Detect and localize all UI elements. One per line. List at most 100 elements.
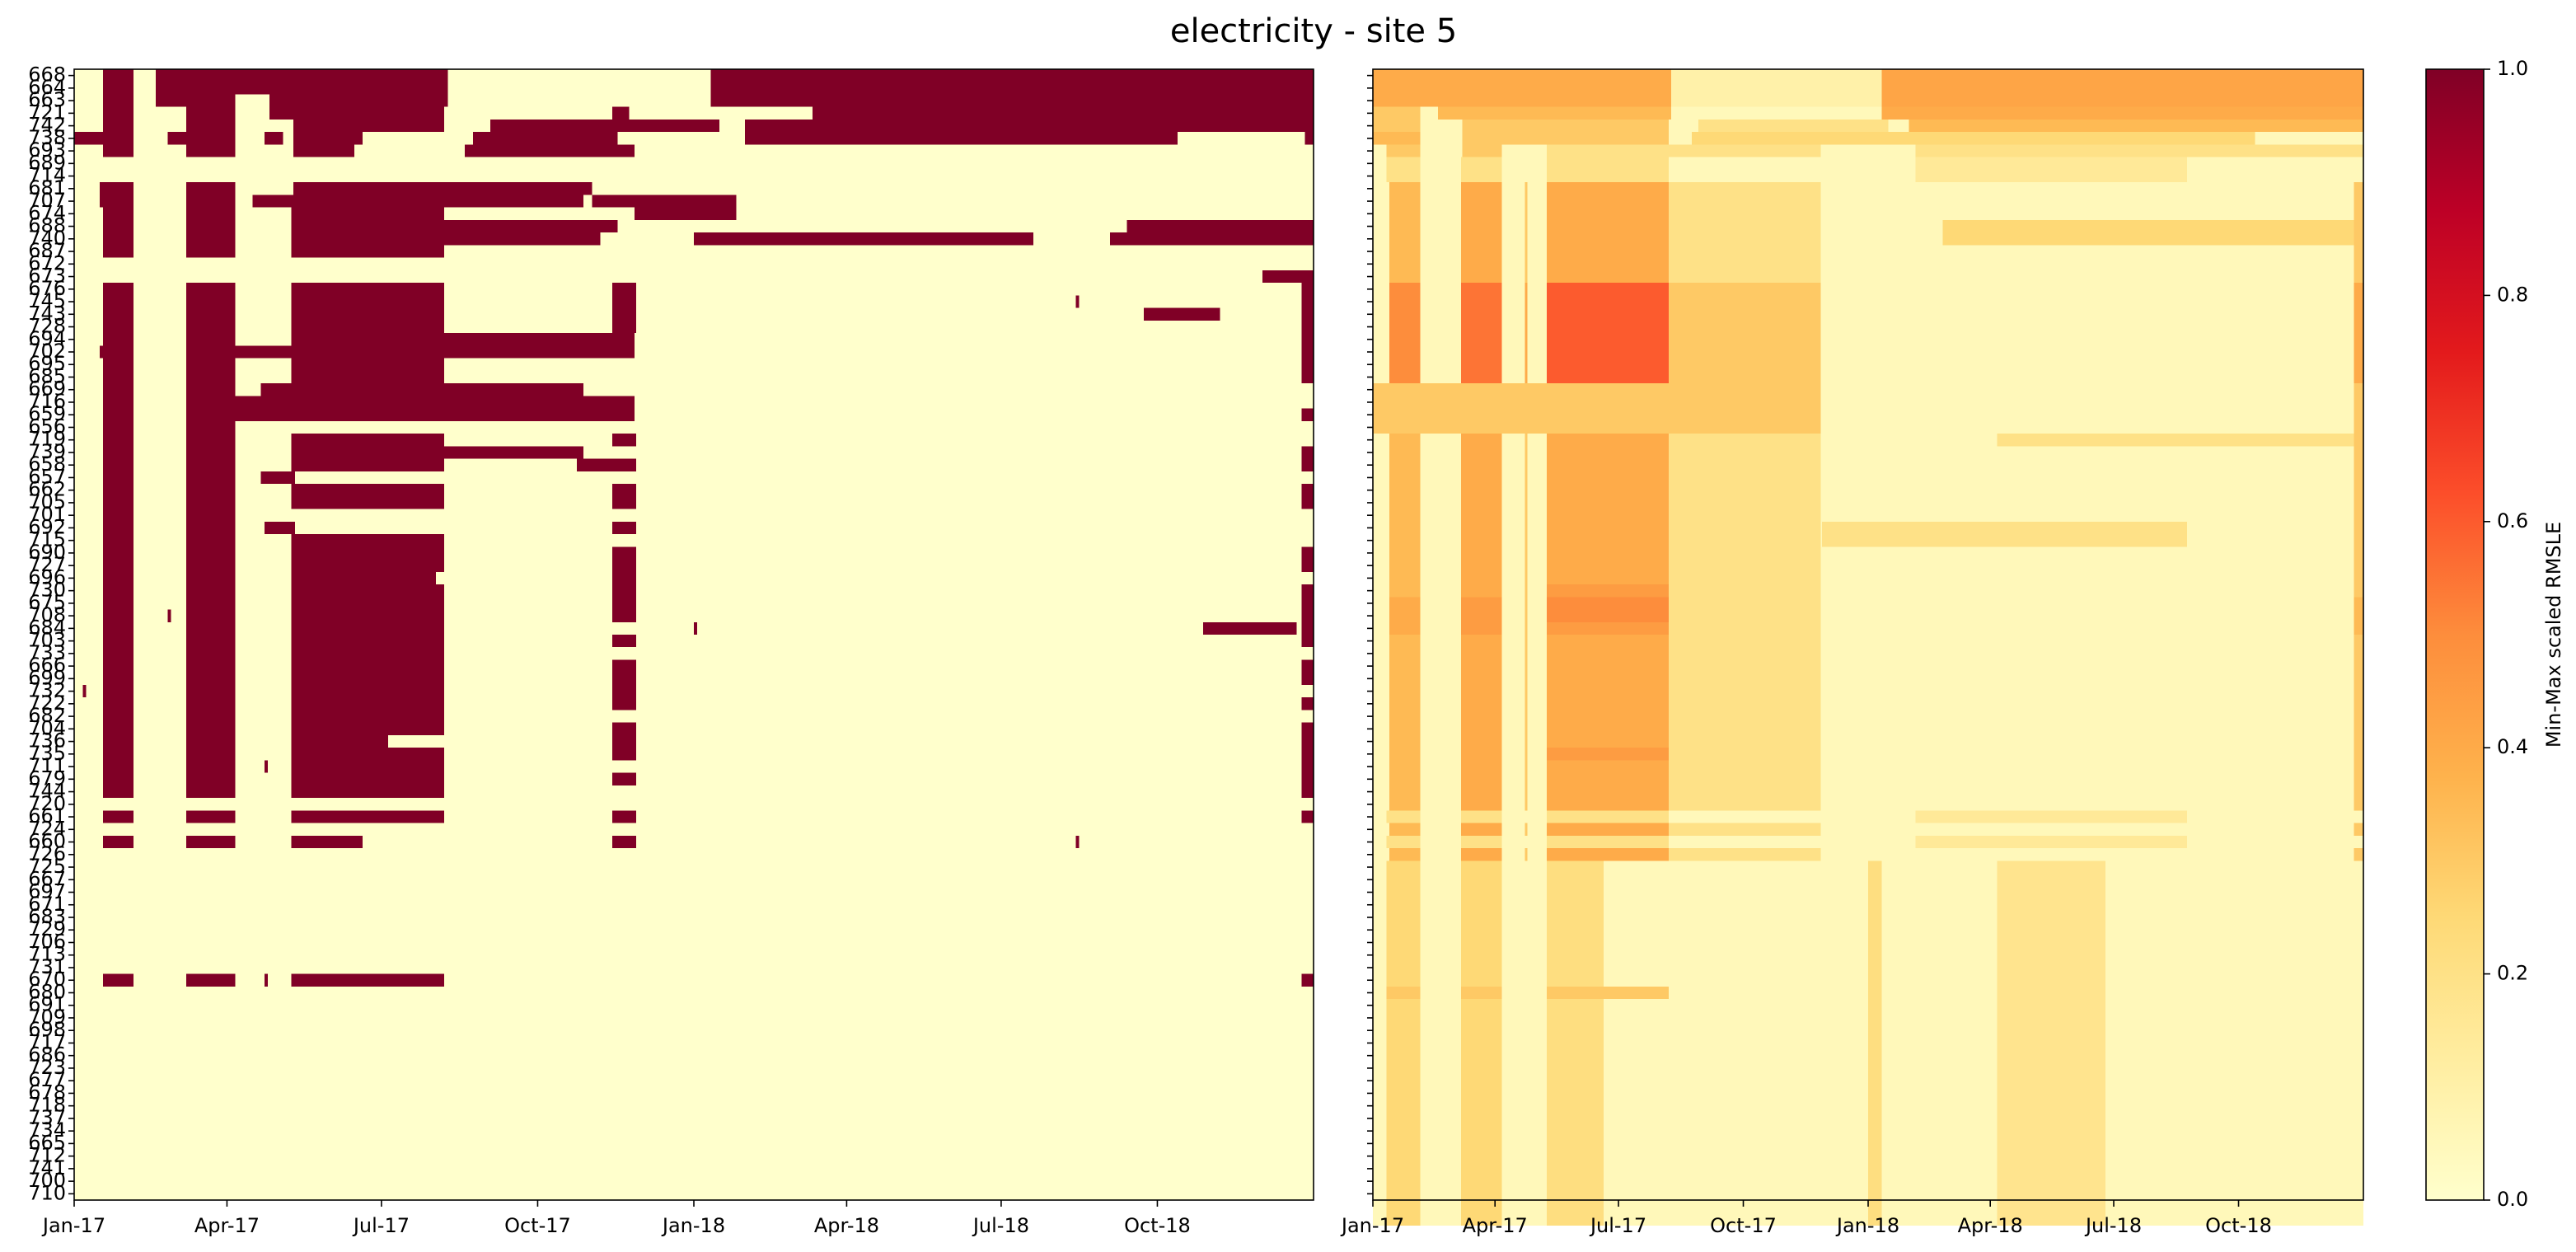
- cell-run: [1525, 496, 1528, 510]
- y-tick-label: 739: [28, 440, 66, 463]
- cell-run: [1075, 835, 1080, 849]
- cell-run: [1668, 760, 1821, 774]
- cell-run: [1546, 559, 1669, 573]
- cell-run: [1868, 1024, 1882, 1038]
- cell-run: [1386, 986, 1421, 1000]
- cell-run: [1461, 873, 1502, 887]
- cell-run: [1461, 1011, 1502, 1025]
- cell-run: [1546, 722, 1669, 736]
- cell-run: [103, 383, 134, 396]
- cell-run: [291, 434, 445, 447]
- cell-background: [1373, 546, 2363, 560]
- x-tick-label: Jul-17: [1589, 1214, 1646, 1237]
- cell-run: [1525, 635, 1528, 648]
- cell-run: [1301, 358, 1314, 372]
- cell-run: [103, 772, 134, 786]
- cell-run: [252, 195, 584, 209]
- cell-run: [464, 144, 635, 158]
- y-tick-label: 699: [28, 666, 66, 689]
- cell-run: [1389, 597, 1421, 611]
- cell-run: [1668, 546, 1821, 560]
- cell-run: [1461, 973, 1502, 987]
- y-tick-label: 708: [28, 603, 66, 626]
- cell-run: [99, 195, 134, 209]
- cell-run: [185, 973, 236, 987]
- y-tick-label: 677: [28, 1068, 66, 1091]
- cell-run: [1373, 420, 1821, 434]
- cell-background: [74, 999, 1314, 1012]
- cell-run: [1525, 484, 1528, 497]
- cell-background: [74, 734, 1314, 748]
- cell-run: [185, 320, 236, 334]
- y-tick-label: 673: [28, 265, 66, 288]
- cell-run: [2354, 785, 2363, 799]
- cell-run: [103, 219, 134, 233]
- cell-run: [1389, 496, 1421, 510]
- cell-run: [185, 734, 236, 748]
- cell-run: [1668, 458, 1821, 472]
- cell-run: [1546, 534, 1669, 547]
- cell-run: [612, 597, 636, 611]
- cell-run: [1461, 1187, 1502, 1201]
- cell-run: [1386, 935, 1421, 950]
- cell-run: [185, 710, 236, 724]
- cell-run: [1868, 885, 1882, 899]
- cell-run: [1461, 798, 1502, 812]
- cell-run: [1525, 333, 1528, 346]
- cell-background: [74, 333, 1314, 346]
- cell-run: [612, 684, 636, 698]
- cell-run: [291, 458, 445, 472]
- cell-run: [2354, 434, 2363, 447]
- cell-background: [74, 358, 1314, 372]
- cell-run: [291, 973, 445, 987]
- y-tick-label: 745: [28, 289, 66, 312]
- cell-run: [291, 659, 445, 673]
- cell-run: [1525, 307, 1528, 321]
- cell-background: [74, 798, 1314, 812]
- cell-run: [1668, 307, 1821, 321]
- cell-background: [74, 1074, 1314, 1088]
- cell-run: [2354, 571, 2363, 585]
- cell-background: [74, 295, 1314, 309]
- cell-run: [1461, 810, 1502, 824]
- cell-run: [103, 710, 134, 724]
- cell-run: [103, 408, 134, 422]
- cell-run: [1546, 935, 1604, 950]
- cell-run: [99, 345, 134, 359]
- cell-run: [291, 785, 445, 799]
- cell-background: [74, 949, 1314, 962]
- cell-run: [612, 434, 636, 447]
- cell-run: [1301, 734, 1314, 748]
- cell-background: [1373, 609, 2363, 623]
- cell-run: [291, 748, 445, 762]
- cell-run: [1525, 609, 1528, 623]
- y-tick-label: 713: [28, 943, 66, 966]
- cell-run: [103, 647, 134, 661]
- cell-run: [612, 521, 636, 535]
- cell-run: [2354, 195, 2363, 209]
- cell-background: [1373, 157, 2363, 171]
- cell-run: [1546, 1200, 1604, 1213]
- cell-run: [2354, 534, 2363, 547]
- cell-background: [1373, 584, 2363, 598]
- y-tick-label: 726: [28, 842, 66, 865]
- cell-background: [1373, 734, 2363, 748]
- cell-run: [1386, 873, 1421, 887]
- cell-run: [1546, 434, 1669, 447]
- cell-run: [1868, 1049, 1882, 1062]
- y-tick-label: 735: [28, 742, 66, 765]
- cell-run: [1997, 1049, 2106, 1062]
- cell-run: [1997, 1175, 2106, 1189]
- cell-run: [2354, 408, 2363, 422]
- y-tick-label: 725: [28, 855, 66, 878]
- cell-run: [1461, 923, 1502, 937]
- cell-run: [1386, 1212, 1421, 1226]
- y-tick-label: 696: [28, 565, 66, 588]
- cell-run: [612, 734, 636, 748]
- cell-run: [1668, 848, 1821, 861]
- cell-run: [185, 785, 236, 799]
- cell-run: [1546, 219, 1669, 233]
- cell-run: [1546, 621, 1669, 635]
- cell-run: [1389, 848, 1421, 861]
